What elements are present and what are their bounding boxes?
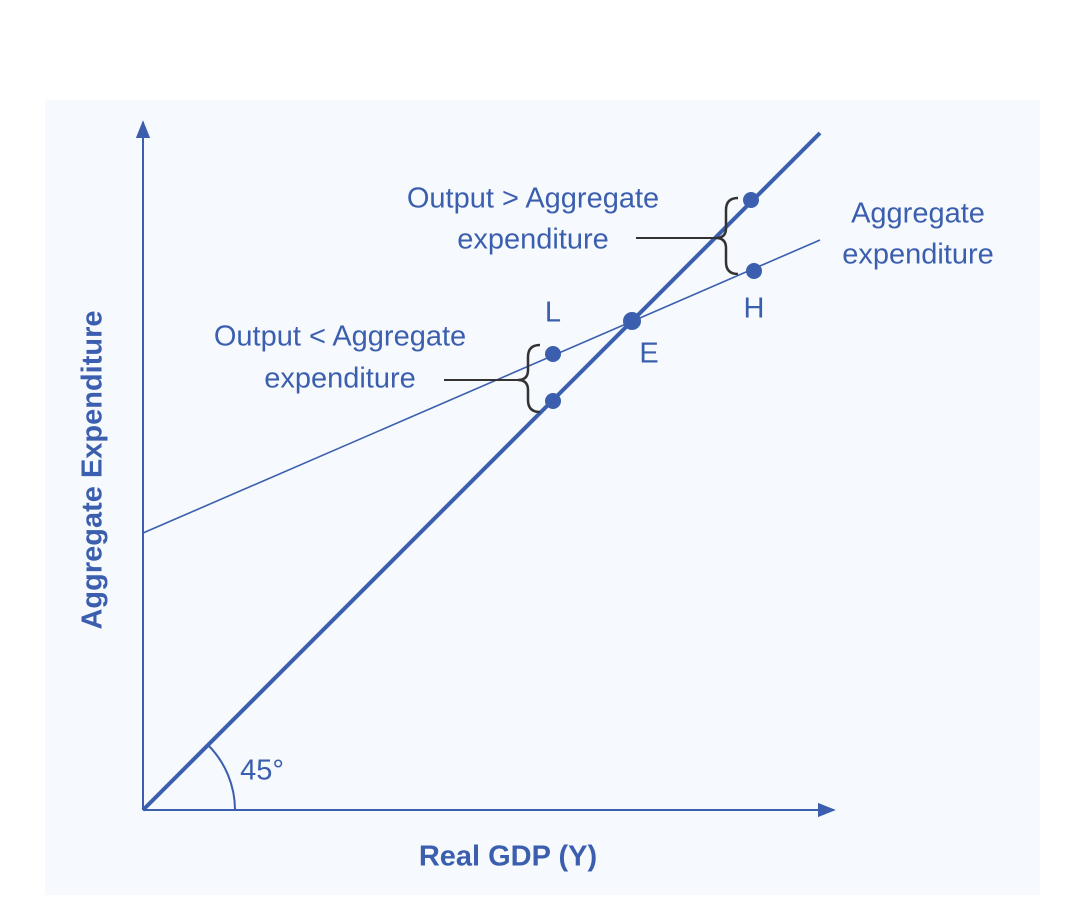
point — [545, 346, 561, 362]
point — [746, 263, 762, 279]
point — [545, 393, 561, 409]
point-label: H — [744, 293, 765, 325]
angle-arc — [207, 744, 236, 811]
annotation: expenditure — [264, 363, 416, 395]
point-label: E — [639, 338, 658, 370]
45-degree-line — [141, 131, 822, 812]
y-axis-label: Aggregate Expenditure — [77, 310, 109, 629]
annotation: expenditure — [457, 224, 609, 256]
x-axis-label: Real GDP (Y) — [419, 841, 597, 873]
panel — [45, 100, 1040, 895]
annotation: Output > Aggregate — [407, 183, 659, 215]
curve-label: expenditure — [842, 239, 994, 271]
ae-line — [142, 239, 821, 534]
point — [623, 312, 641, 330]
point-label: L — [545, 297, 561, 329]
point — [743, 192, 759, 208]
annotation: Output < Aggregate — [214, 321, 466, 353]
curve-label: Aggregate — [851, 198, 985, 230]
angle-label: 45° — [240, 755, 284, 787]
